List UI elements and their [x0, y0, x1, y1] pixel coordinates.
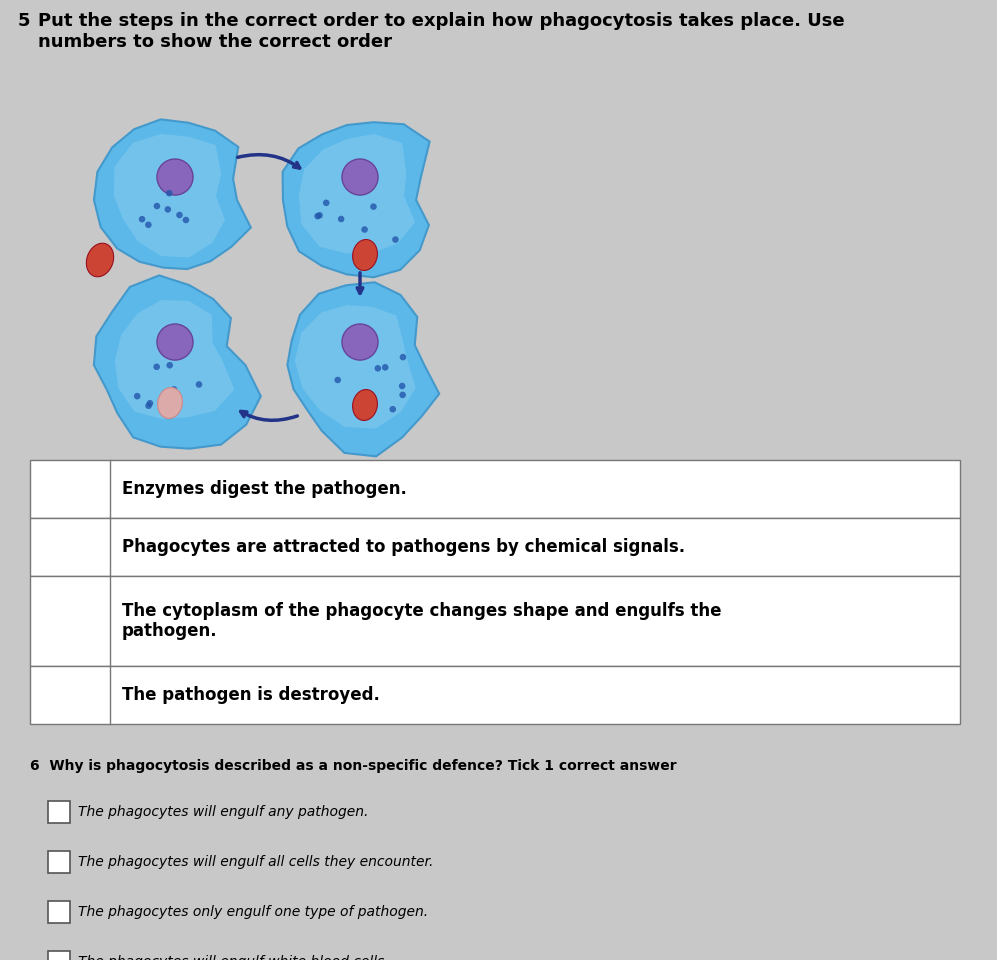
Circle shape [154, 364, 160, 371]
Circle shape [338, 216, 344, 223]
FancyBboxPatch shape [48, 851, 70, 873]
PathPatch shape [94, 276, 261, 448]
Circle shape [390, 406, 396, 413]
Circle shape [392, 236, 399, 243]
Text: The cytoplasm of the phagocyte changes shape and engulfs the
pathogen.: The cytoplasm of the phagocyte changes s… [122, 602, 722, 640]
PathPatch shape [94, 119, 251, 269]
Circle shape [334, 376, 341, 383]
Text: The phagocytes will engulf any pathogen.: The phagocytes will engulf any pathogen. [78, 805, 368, 819]
Circle shape [182, 217, 189, 224]
Circle shape [314, 213, 321, 220]
PathPatch shape [295, 305, 416, 428]
Text: The pathogen is destroyed.: The pathogen is destroyed. [122, 686, 380, 704]
PathPatch shape [299, 134, 415, 253]
Circle shape [370, 204, 377, 210]
PathPatch shape [115, 300, 234, 419]
Circle shape [195, 381, 202, 388]
FancyBboxPatch shape [30, 576, 960, 666]
Text: Enzymes digest the pathogen.: Enzymes digest the pathogen. [122, 480, 407, 498]
Text: 5: 5 [18, 12, 31, 30]
Circle shape [400, 392, 406, 398]
Ellipse shape [158, 388, 182, 419]
PathPatch shape [114, 134, 225, 257]
Text: The phagocytes will engulf white blood cells.: The phagocytes will engulf white blood c… [78, 955, 389, 960]
Circle shape [382, 364, 389, 371]
Circle shape [147, 400, 154, 406]
Circle shape [157, 324, 193, 360]
Circle shape [399, 383, 406, 389]
Circle shape [176, 212, 182, 218]
Circle shape [165, 206, 171, 213]
Circle shape [146, 402, 152, 409]
Circle shape [375, 365, 381, 372]
Ellipse shape [353, 390, 378, 420]
Circle shape [323, 200, 329, 206]
PathPatch shape [282, 122, 430, 277]
FancyBboxPatch shape [48, 901, 70, 923]
Circle shape [166, 362, 173, 369]
Ellipse shape [87, 243, 114, 276]
Circle shape [342, 159, 378, 195]
Circle shape [154, 203, 161, 209]
PathPatch shape [287, 282, 440, 456]
Text: Put the steps in the correct order to explain how phagocytosis takes place. Use
: Put the steps in the correct order to ex… [38, 12, 844, 51]
FancyBboxPatch shape [30, 518, 960, 576]
Circle shape [146, 222, 152, 228]
FancyBboxPatch shape [48, 951, 70, 960]
Circle shape [170, 386, 177, 393]
Circle shape [342, 324, 378, 360]
Circle shape [316, 212, 323, 219]
Circle shape [134, 393, 141, 399]
Circle shape [166, 190, 172, 197]
FancyBboxPatch shape [30, 666, 960, 724]
Circle shape [157, 159, 193, 195]
Circle shape [400, 354, 406, 360]
Text: The phagocytes will engulf all cells they encounter.: The phagocytes will engulf all cells the… [78, 855, 434, 869]
Text: 6  Why is phagocytosis described as a non-specific defence? Tick 1 correct answe: 6 Why is phagocytosis described as a non… [30, 759, 677, 773]
FancyBboxPatch shape [48, 801, 70, 823]
Text: The phagocytes only engulf one type of pathogen.: The phagocytes only engulf one type of p… [78, 905, 428, 919]
Circle shape [139, 216, 146, 223]
FancyBboxPatch shape [30, 460, 960, 518]
Text: Phagocytes are attracted to pathogens by chemical signals.: Phagocytes are attracted to pathogens by… [122, 538, 685, 556]
Circle shape [361, 227, 368, 233]
Ellipse shape [353, 239, 378, 271]
